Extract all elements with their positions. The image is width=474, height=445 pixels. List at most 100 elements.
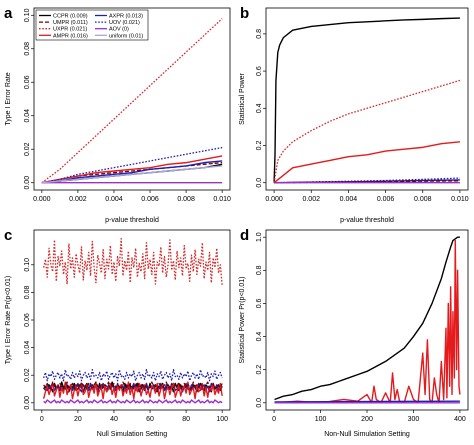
y-tick-label: 0.00 (24, 396, 31, 410)
panel-b-y-label: Statistical Power (239, 72, 246, 124)
y-tick-label: 0.02 (24, 142, 31, 156)
y-tick-label: 0.2 (256, 141, 263, 151)
panel-a-x-label: p-value threshold (105, 217, 159, 224)
panel-a: a 0.000 0.002 0.004 0.006 0.008 0.010 0.000.0… (4, 5, 231, 224)
y-tick-label: 1.0 (256, 232, 263, 242)
panel-b-x-ticks: 0.000 0.002 0.004 0.006 0.008 0.010 (265, 190, 469, 203)
panel-c-x-label: Null Simulation Setting (97, 431, 168, 438)
x-tick-label: 0.010 (213, 196, 231, 203)
series-line-2 (274, 239, 461, 404)
legend-entry: AXPR (0.013) (109, 14, 143, 20)
y-tick-label: 0.8 (256, 265, 263, 275)
legend-entry: CCPR (0.009) (53, 14, 88, 20)
x-tick-label: 60 (146, 416, 154, 423)
series-line-1 (43, 237, 223, 286)
panel-d-y-label: Statistical Power Pr(p<0.01) (239, 277, 246, 364)
panel-c-y-label: Type I Error Rate Pr(p<0.01) (5, 276, 12, 365)
panel-a-y-ticks: 0.00 0.02 0.04 0.06 0.08 0.10 (24, 8, 34, 190)
x-tick-label: 0.000 (33, 196, 51, 203)
x-tick-label: 100 (315, 416, 327, 423)
x-tick-label: 0 (272, 416, 276, 423)
panel-a-plot-frame (33, 7, 231, 191)
legend-entry: uniform (0.01) (109, 33, 143, 39)
x-tick-label: 0.008 (414, 196, 432, 203)
series-line-3 (273, 141, 460, 184)
series-line-5 (42, 381, 223, 400)
x-tick-label: 0.002 (69, 196, 87, 203)
y-tick-label: 0.4 (256, 103, 263, 113)
series-line-6 (43, 381, 223, 390)
panel-c-x-ticks: 0 20 40 60 80 100 (40, 410, 228, 423)
x-tick-label: 0.008 (177, 196, 195, 203)
series-line-2 (43, 369, 223, 382)
panel-b-y-ticks: 0.0 0.2 0.4 0.6 0.8 (256, 29, 266, 188)
series-line-3 (274, 400, 460, 403)
x-tick-label: 0.006 (141, 196, 159, 203)
y-tick-label: 0.2 (256, 365, 263, 375)
panel-d-letter: d (240, 227, 249, 244)
y-tick-label: 0.08 (24, 42, 31, 56)
x-tick-label: 40 (110, 416, 118, 423)
y-tick-label: 0.06 (24, 313, 31, 327)
x-tick-label: 80 (182, 416, 190, 423)
panel-b-letter: b (240, 5, 249, 22)
series-line-2 (273, 79, 461, 183)
panel-a-x-ticks: 0.000 0.002 0.004 0.006 0.008 0.010 (33, 190, 231, 203)
panel-d-series (274, 236, 461, 404)
x-tick-label: 0.002 (302, 196, 320, 203)
panel-b: b 0.000 0.002 0.004 0.006 0.008 0.010 0.00.20… (239, 5, 469, 224)
legend-entry: AMPR (0.016) (53, 33, 88, 39)
x-tick-label: 0 (40, 416, 44, 423)
y-tick-label: 0.06 (24, 75, 31, 89)
x-tick-label: 0.004 (340, 196, 358, 203)
x-tick-label: 0.000 (265, 196, 283, 203)
panel-d: d 0 100 200 300 400 0.0 0.2 0.4 0.6 0.8 1.0 Non-N… (239, 227, 469, 438)
series-line-1 (274, 236, 460, 401)
y-tick-label: 0.6 (256, 298, 263, 308)
panel-a-legend: CCPR (0.009)UMPR (0.011)UXPR (0.021)AMPR… (35, 9, 149, 41)
series-line-5 (41, 160, 223, 184)
y-tick-label: 0.0 (256, 178, 263, 188)
series-line-4 (41, 155, 223, 184)
x-tick-label: 20 (74, 416, 82, 423)
panel-c: c 0 20 40 60 80 100 0.000.020.040.060.080.10 … (4, 227, 231, 438)
legend-entry: UXPR (0.021) (53, 27, 87, 33)
panel-c-series (42, 237, 223, 404)
y-tick-label: 0.4 (256, 332, 263, 342)
y-tick-label: 0.04 (24, 341, 31, 355)
legend-box (35, 9, 149, 41)
series-line-3 (41, 18, 223, 184)
y-tick-label: 0.08 (24, 285, 31, 299)
panel-a-letter: a (4, 5, 13, 22)
panel-b-plot-frame (265, 7, 469, 191)
x-tick-label: 0.010 (451, 196, 469, 203)
series-line-7 (43, 399, 223, 404)
x-tick-label: 200 (361, 416, 373, 423)
panel-a-y-label: Type I Error Rate (5, 72, 12, 125)
panel-c-y-ticks: 0.00 0.02 0.04 0.06 0.08 0.10 (24, 258, 34, 410)
panel-d-plot-frame (265, 229, 469, 411)
y-tick-label: 0.6 (256, 66, 263, 76)
legend-entry: UOV (0.021) (109, 20, 140, 26)
y-tick-label: 0.8 (256, 29, 263, 39)
y-tick-label: 0.0 (256, 398, 263, 408)
y-tick-label: 0.10 (24, 8, 31, 22)
legend-entry: AOV (0) (109, 27, 129, 33)
y-tick-label: 0.02 (24, 368, 31, 382)
panel-b-x-label: p-value threshold (340, 217, 394, 224)
series-line-1 (273, 17, 460, 183)
legend-entry: UMPR (0.011) (53, 20, 88, 26)
y-tick-label: 0.10 (24, 258, 31, 272)
panel-d-x-ticks: 0 100 200 300 400 (272, 410, 466, 423)
x-tick-label: 100 (216, 416, 228, 423)
panel-d-y-ticks: 0.0 0.2 0.4 0.6 0.8 1.0 (256, 232, 266, 408)
panel-b-series (273, 17, 461, 184)
x-tick-label: 0.004 (105, 196, 123, 203)
y-tick-label: 0.04 (24, 109, 31, 123)
x-tick-label: 300 (408, 416, 420, 423)
panel-d-x-label: Non-Null Simulation Setting (324, 431, 410, 438)
x-tick-label: 0.006 (377, 196, 395, 203)
y-tick-label: 0.00 (24, 176, 31, 190)
series-line-8 (41, 165, 223, 184)
